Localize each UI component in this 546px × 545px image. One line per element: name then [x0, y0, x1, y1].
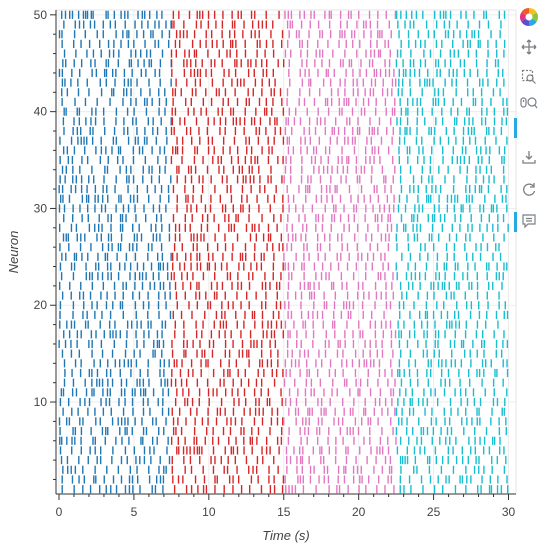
hover-icon[interactable]	[516, 210, 542, 232]
y-axis-ticks: 10 20 30 40 50	[34, 8, 56, 480]
x-axis-ticks: 0 5 10 15 20 25 30	[56, 494, 516, 519]
x-tick-label: 15	[277, 505, 291, 519]
spike-marks	[58, 10, 509, 494]
y-tick-label: 10	[34, 395, 48, 409]
y-tick-label: 30	[34, 201, 48, 215]
wheel-zoom-icon[interactable]	[516, 92, 542, 114]
reset-icon[interactable]	[516, 178, 542, 200]
box-zoom-icon[interactable]	[516, 66, 542, 88]
y-tick-label: 20	[34, 298, 48, 312]
x-tick-label: 0	[56, 505, 63, 519]
x-tick-label: 10	[202, 505, 216, 519]
bokeh-logo[interactable]	[516, 6, 542, 28]
x-tick-label: 25	[427, 505, 441, 519]
x-tick-label: 5	[131, 505, 138, 519]
y-axis-title: Neuron	[6, 231, 21, 274]
y-tick-label: 50	[34, 8, 48, 22]
x-tick-label: 30	[502, 505, 516, 519]
pan-icon[interactable]	[516, 36, 542, 58]
hover-active-indicator	[514, 212, 517, 232]
x-axis-title: Time (s)	[262, 528, 310, 543]
x-tick-label: 20	[352, 505, 366, 519]
y-tick-label: 40	[34, 105, 48, 119]
box-zoom-active-indicator	[514, 118, 517, 138]
save-icon[interactable]	[516, 146, 542, 168]
bokeh-toolbar	[514, 6, 542, 246]
